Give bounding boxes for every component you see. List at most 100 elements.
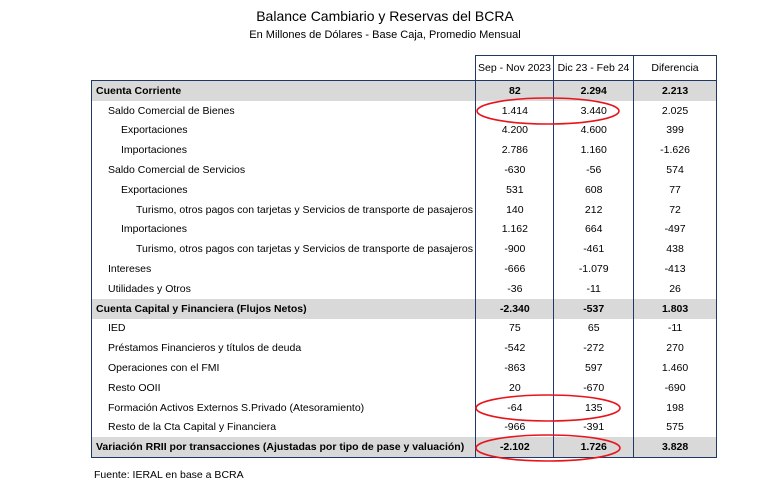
value-dic-feb: -670 bbox=[553, 377, 633, 398]
value-dic-feb: -1.079 bbox=[553, 259, 633, 279]
value-dic-feb: 664 bbox=[553, 219, 633, 240]
value-sep-nov-2023: -863 bbox=[475, 358, 553, 378]
value-sep-nov-2023: -966 bbox=[475, 417, 553, 438]
header-diferencia: Diferencia bbox=[633, 55, 717, 80]
value-diferencia: -690 bbox=[633, 377, 717, 398]
total-row: Cuenta Capital y Financiera (Flujos Neto… bbox=[92, 298, 718, 319]
value-diferencia: 2.025 bbox=[633, 100, 717, 121]
value-dic-feb: 135 bbox=[553, 397, 633, 418]
value-diferencia: 1.460 bbox=[633, 358, 717, 378]
value-dic-feb: 212 bbox=[553, 199, 633, 220]
header-dic-feb: Dic 23 - Feb 24 bbox=[553, 55, 633, 80]
header-row: Sep - Nov 2023 Dic 23 - Feb 24 Diferenci… bbox=[91, 55, 717, 80]
value-dic-feb: 4.600 bbox=[553, 120, 633, 141]
value-sep-nov-2023: -2.340 bbox=[475, 298, 553, 319]
table-row: Utilidades y Otros -36 -11 26 bbox=[92, 278, 717, 299]
value-diferencia: 399 bbox=[633, 120, 717, 141]
row-label: Importaciones bbox=[121, 144, 187, 157]
row-label: Turismo, otros pagos con tarjetas y Serv… bbox=[136, 243, 473, 256]
value-diferencia: 198 bbox=[633, 397, 717, 418]
row-label: Exportaciones bbox=[121, 124, 188, 137]
value-diferencia: 77 bbox=[633, 179, 717, 200]
table-row: Formación Activos Externos S.Privado (At… bbox=[92, 397, 717, 418]
table-subtitle: En Millones de Dólares - Base Caja, Prom… bbox=[249, 29, 521, 41]
row-label: Intereses bbox=[108, 263, 152, 276]
row-label: Préstamos Financieros y títulos de deuda bbox=[108, 342, 302, 355]
row-label: Operaciones con el FMI bbox=[108, 362, 220, 375]
row-label: Exportaciones bbox=[121, 183, 188, 196]
value-dic-feb: 597 bbox=[553, 358, 633, 378]
value-diferencia: -1.626 bbox=[633, 140, 717, 161]
table-row: Importaciones 1.162 664 -497 bbox=[92, 219, 717, 240]
value-dic-feb: 65 bbox=[553, 318, 633, 339]
value-sep-nov-2023: 1.414 bbox=[475, 100, 553, 121]
table-row: Intereses -666 -1.079 -413 bbox=[92, 259, 717, 279]
row-label: Saldo Comercial de Servicios bbox=[108, 164, 246, 177]
total-row: Variación RRII por transacciones (Ajusta… bbox=[92, 437, 718, 458]
value-dic-feb: -272 bbox=[553, 338, 633, 359]
table-row: Resto de la Cta Capital y Financiera -966… bbox=[92, 417, 717, 438]
row-label: Importaciones bbox=[121, 223, 187, 236]
row-label: Saldo Comercial de Bienes bbox=[108, 104, 235, 117]
value-diferencia: -497 bbox=[633, 219, 717, 240]
row-label: Variación RRII por transacciones (Ajusta… bbox=[96, 441, 465, 454]
value-dic-feb: -391 bbox=[553, 417, 633, 438]
value-dic-feb: 2.294 bbox=[553, 81, 633, 101]
value-sep-nov-2023: 140 bbox=[475, 199, 553, 220]
row-label: Utilidades y Otros bbox=[108, 282, 191, 295]
value-dic-feb: 1.160 bbox=[553, 140, 633, 161]
value-dic-feb: 608 bbox=[553, 179, 633, 200]
source-note: Fuente: IERAL en base a BCRA bbox=[94, 469, 244, 481]
value-diferencia: 438 bbox=[633, 239, 717, 260]
value-diferencia: 3.828 bbox=[633, 437, 718, 458]
value-sep-nov-2023: 4.200 bbox=[475, 120, 553, 141]
value-diferencia: 26 bbox=[633, 278, 717, 299]
value-sep-nov-2023: -630 bbox=[475, 160, 553, 180]
value-sep-nov-2023: -64 bbox=[475, 397, 553, 418]
table-row: Turismo, otros pagos con tarjetas y Serv… bbox=[92, 199, 717, 220]
value-sep-nov-2023: -542 bbox=[475, 338, 553, 359]
table-row: Saldo Comercial de Servicios -630 -56 574 bbox=[92, 160, 717, 180]
row-label: Resto OOII bbox=[108, 381, 161, 394]
table-row: Saldo Comercial de Bienes 1.414 3.440 2.025 bbox=[92, 100, 717, 121]
row-label: Resto de la Cta Capital y Financiera bbox=[108, 421, 277, 434]
value-diferencia: 270 bbox=[633, 338, 717, 359]
value-dic-feb: -56 bbox=[553, 160, 633, 180]
value-dic-feb: 3.440 bbox=[553, 100, 633, 121]
table-title: Balance Cambiario y Reservas del BCRA bbox=[256, 8, 514, 24]
value-dic-feb: -461 bbox=[553, 239, 633, 260]
value-sep-nov-2023: 20 bbox=[475, 377, 553, 398]
value-diferencia: -11 bbox=[633, 318, 717, 339]
balance-table: Sep - Nov 2023 Dic 23 - Feb 24 Diferenci… bbox=[91, 55, 718, 459]
table-body: Cuenta Corriente 82 2.294 2.213 Saldo Comerc… bbox=[91, 80, 718, 459]
table-row: IED 75 65 -11 bbox=[92, 318, 717, 339]
value-sep-nov-2023: -36 bbox=[475, 278, 553, 299]
table-row: Préstamos Financieros y títulos de deuda… bbox=[92, 338, 717, 359]
table-row: Exportaciones 4.200 4.600 399 bbox=[92, 120, 717, 141]
row-label: Cuenta Corriente bbox=[96, 84, 182, 97]
row-label: Cuenta Capital y Financiera (Flujos Neto… bbox=[96, 302, 307, 315]
value-sep-nov-2023: 531 bbox=[475, 179, 553, 200]
value-diferencia: 2.213 bbox=[633, 81, 718, 101]
value-dic-feb: 1.726 bbox=[553, 437, 633, 458]
table-row: Resto OOII 20 -670 -690 bbox=[92, 377, 717, 398]
value-sep-nov-2023: 82 bbox=[475, 81, 553, 101]
value-diferencia: 574 bbox=[633, 160, 717, 180]
value-sep-nov-2023: 1.162 bbox=[475, 219, 553, 240]
value-dic-feb: -11 bbox=[553, 278, 633, 299]
total-row: Cuenta Corriente 82 2.294 2.213 bbox=[92, 81, 718, 101]
table-row: Operaciones con el FMI -863 597 1.460 bbox=[92, 358, 717, 378]
header-sep-nov-2023: Sep - Nov 2023 bbox=[475, 55, 553, 80]
row-label: Turismo, otros pagos con tarjetas y Serv… bbox=[136, 203, 473, 216]
table-row: Exportaciones 531 608 77 bbox=[92, 179, 717, 200]
value-sep-nov-2023: -2.102 bbox=[475, 437, 553, 458]
row-label: Formación Activos Externos S.Privado (At… bbox=[108, 401, 365, 414]
value-diferencia: 72 bbox=[633, 199, 717, 220]
value-diferencia: -413 bbox=[633, 259, 717, 279]
value-dic-feb: -537 bbox=[553, 298, 633, 319]
value-sep-nov-2023: 75 bbox=[475, 318, 553, 339]
value-sep-nov-2023: -666 bbox=[475, 259, 553, 279]
value-sep-nov-2023: -900 bbox=[475, 239, 553, 260]
value-diferencia: 575 bbox=[633, 417, 717, 438]
table-row: Importaciones 2.786 1.160 -1.626 bbox=[92, 140, 717, 161]
